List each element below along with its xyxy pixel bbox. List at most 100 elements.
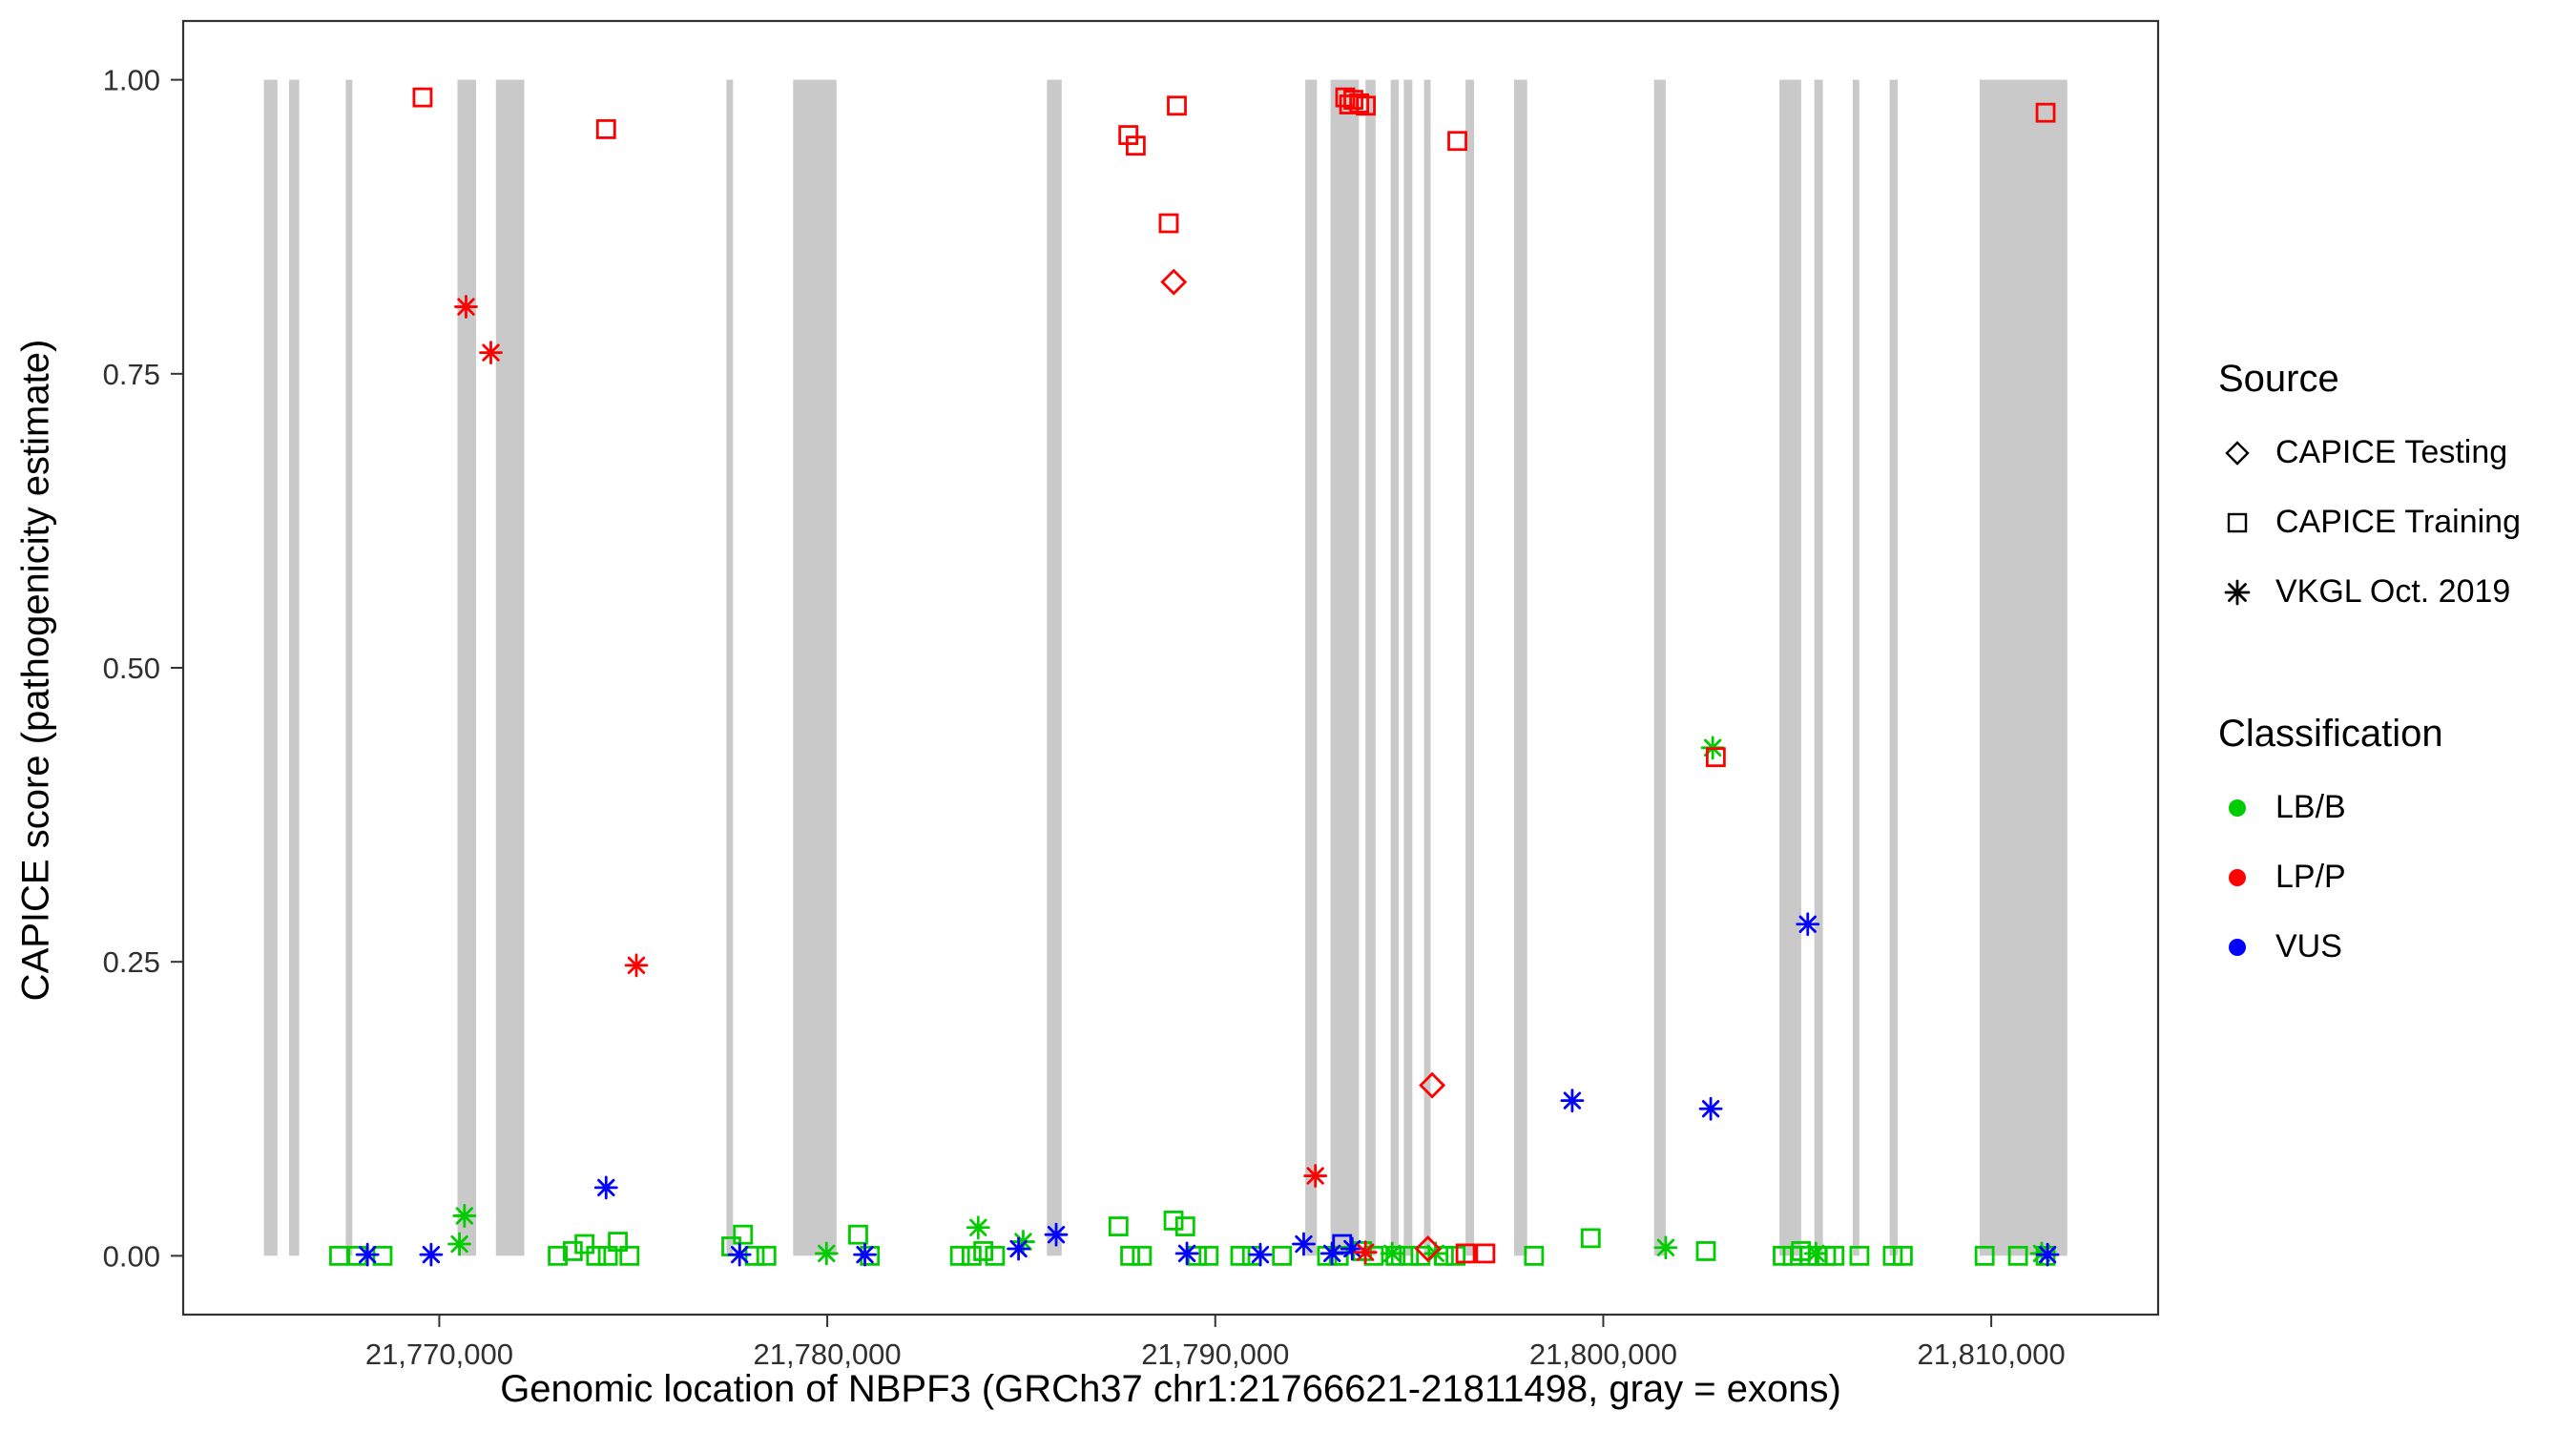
legend-group-source: Source CAPICE Testing CAPICE Training (2218, 358, 2521, 627)
data-point (1248, 1242, 1273, 1267)
data-point (1163, 1210, 1184, 1231)
data-point (1385, 1245, 1406, 1266)
diamond-icon (2225, 440, 2250, 466)
legend-item-lbb: LB/B (2218, 773, 2521, 842)
data-point (1399, 1245, 1420, 1266)
exon-band (1305, 79, 1318, 1256)
legend-item-vus: VUS (2218, 912, 2521, 982)
legend-label: VUS (2275, 928, 2342, 964)
data-point (1455, 1243, 1476, 1264)
data-point (1824, 1245, 1845, 1266)
y-tick-label: 0.75 (103, 358, 160, 391)
data-point (1447, 131, 1467, 152)
data-point (619, 1245, 640, 1266)
data-point (1198, 1245, 1219, 1266)
data-point (733, 1224, 754, 1245)
data-point (949, 1245, 970, 1266)
data-point (1353, 1240, 1378, 1265)
data-point (1349, 93, 1370, 114)
exon-band (1330, 79, 1360, 1256)
legend-item-capice-training: CAPICE Training (2218, 487, 2521, 557)
square-icon (2227, 512, 2248, 532)
x-tick-label: 21,770,000 (365, 1338, 513, 1371)
y-tick-label: 0.00 (103, 1239, 160, 1273)
data-point (966, 1215, 990, 1240)
data-point (454, 295, 478, 319)
data-point (1120, 1245, 1140, 1266)
data-point (562, 1241, 583, 1261)
data-point (1292, 1232, 1316, 1256)
exon-band (726, 79, 734, 1256)
red-dot-icon (2229, 868, 2246, 886)
data-point (1007, 1236, 1030, 1261)
data-point (447, 1232, 471, 1256)
data-point (1158, 213, 1179, 234)
exon-band (1653, 79, 1666, 1256)
legend-label: LP/P (2275, 859, 2346, 895)
data-point (756, 1245, 777, 1266)
data-point (848, 1224, 868, 1245)
legend-label: CAPICE Testing (2275, 434, 2508, 470)
x-tick-label: 21,800,000 (1529, 1338, 1677, 1371)
blue-dot-icon (2229, 938, 2246, 956)
y-tick-label: 1.00 (103, 64, 160, 97)
data-point (1125, 135, 1146, 156)
data-point (1132, 1245, 1153, 1266)
green-dot-icon (2229, 798, 2246, 817)
data-point (1340, 1236, 1364, 1261)
exon-band (793, 79, 837, 1256)
data-point (961, 1245, 982, 1266)
data-point (1705, 747, 1726, 768)
asterisk-icon (2224, 579, 2251, 605)
data-point (1160, 268, 1188, 296)
data-point (1796, 912, 1820, 937)
data-point (1849, 1245, 1870, 1266)
data-point (1974, 1245, 1995, 1266)
data-point (1303, 1164, 1328, 1188)
y-tick-label: 0.25 (103, 945, 160, 979)
legend-item-vkgl: VKGL Oct. 2019 (2218, 557, 2521, 627)
x-axis-title: Genomic location of NBPF3 (GRCh37 chr1:2… (500, 1368, 1841, 1410)
data-point (412, 87, 433, 108)
data-point (1174, 1216, 1195, 1236)
exon-band (1403, 79, 1413, 1256)
data-point (608, 1232, 628, 1252)
data-point (419, 1242, 444, 1267)
data-point (548, 1245, 569, 1266)
data-point (1108, 1216, 1129, 1236)
data-point (1893, 1245, 1913, 1266)
data-point (814, 1241, 839, 1266)
data-point (727, 1242, 752, 1267)
legend-item-lpp: LP/P (2218, 842, 2521, 912)
data-point (479, 341, 503, 365)
legend: Source CAPICE Testing CAPICE Training (2218, 358, 2521, 982)
data-point (1167, 95, 1187, 116)
exon-band (289, 79, 300, 1256)
data-point (1580, 1228, 1601, 1249)
legend-group-classification: Classification LB/B LP/P VUS (2218, 713, 2521, 982)
exon-band (1365, 79, 1376, 1256)
data-point (1524, 1245, 1545, 1266)
data-point (1414, 1234, 1442, 1262)
data-point (1230, 1245, 1251, 1266)
data-point (1698, 1096, 1723, 1121)
data-point (593, 1175, 618, 1200)
exon-band (1852, 79, 1859, 1256)
y-axis-title: CAPICE score (pathogenicity estimate) (14, 339, 57, 1002)
exon-band (1513, 79, 1527, 1256)
data-point (1174, 1241, 1199, 1266)
data-point (452, 1204, 477, 1228)
exon-band (1814, 79, 1823, 1256)
data-point (1882, 1245, 1903, 1266)
exon-band (1979, 79, 2067, 1256)
data-point (1695, 1241, 1716, 1261)
x-tick-label: 21,780,000 (754, 1338, 902, 1371)
exon-band (263, 79, 278, 1256)
data-point (1445, 1245, 1466, 1266)
data-point (597, 1245, 618, 1266)
data-point (586, 1245, 607, 1266)
exon-band (457, 79, 476, 1256)
data-point (1356, 95, 1376, 116)
